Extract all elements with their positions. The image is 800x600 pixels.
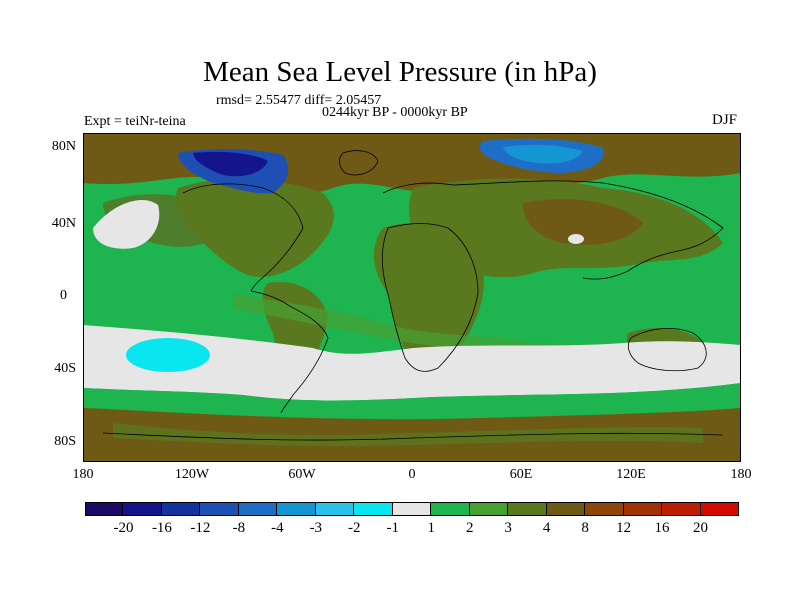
x-label: 0 — [408, 467, 416, 482]
colorbar-swatch — [585, 502, 624, 516]
colorbar-label: -4 — [271, 520, 284, 536]
x-axis-labels: 180 120W 60W 0 60E 120E 180 — [73, 467, 752, 487]
y-label: 40N — [51, 216, 76, 231]
colorbar-swatch — [469, 502, 509, 516]
colorbar-swatch — [315, 502, 355, 516]
colorbar-label: -8 — [232, 520, 246, 536]
colorbar-swatch — [161, 502, 201, 516]
coastlines — [102, 150, 724, 441]
antarctic-olive — [113, 423, 703, 446]
colorbar-swatch — [431, 502, 470, 516]
asia-brown — [523, 199, 643, 245]
map-frame — [83, 133, 741, 462]
north-pacific-grey — [93, 199, 160, 249]
colorbar-label: -20 — [113, 520, 134, 536]
period-text: 0244kyr BP - 0000kyr BP — [322, 105, 468, 120]
canada-dark-blue-core — [193, 151, 268, 177]
colorbar-label: 16 — [654, 520, 670, 536]
season-text: DJF — [712, 112, 738, 128]
y-label: 0 — [60, 288, 67, 303]
colorbar-swatch — [508, 502, 547, 516]
colorbar-swatch — [546, 502, 586, 516]
y-label: 80N — [51, 139, 76, 154]
x-label: 180 — [72, 467, 94, 482]
pressure-map — [83, 133, 741, 462]
colorbar-label: 12 — [616, 520, 632, 536]
stats-text: rmsd= 2.55477 diff= 2.05457 — [216, 93, 382, 108]
colorbar-label: -12 — [190, 520, 211, 536]
tibet-grey-spot — [568, 234, 584, 244]
greenland-coast — [339, 150, 379, 176]
colorbar-swatch — [700, 502, 739, 516]
y-label: 40S — [54, 361, 76, 376]
north-america-olive — [176, 178, 334, 277]
x-label: 60E — [509, 467, 533, 482]
south-america-coast — [250, 290, 329, 414]
colorbar-swatch — [392, 502, 432, 516]
x-label: 120W — [174, 467, 210, 482]
map-svg — [83, 133, 741, 462]
southern-green-band — [83, 383, 741, 420]
x-label: 60W — [288, 467, 316, 482]
antarctica-coast — [102, 432, 724, 441]
page-title: Mean Sea Level Pressure (in hPa) — [203, 56, 597, 88]
colorbar-label: -1 — [386, 520, 400, 536]
siberia-light-blue — [503, 144, 583, 164]
north-america-coast — [182, 183, 304, 292]
experiment-text: Expt = teiNr-teina — [84, 114, 186, 129]
colorbar-label: -16 — [151, 520, 172, 536]
colorbar-swatch — [277, 502, 316, 516]
colorbar-swatch — [354, 502, 393, 516]
x-label: 180 — [730, 467, 752, 482]
colorbar-swatch — [623, 502, 663, 516]
colorbar-label: -2 — [348, 520, 361, 536]
colorbar-label: 20 — [693, 520, 709, 536]
australia-coast — [627, 328, 707, 372]
colorbar-swatch — [85, 502, 124, 516]
colorbar-swatch — [238, 502, 278, 516]
colorbar-label: 8 — [581, 520, 589, 536]
africa-coast — [381, 223, 479, 372]
south-pacific-cyan — [126, 338, 210, 372]
y-label: 80S — [54, 434, 76, 449]
colorbar-label: 2 — [465, 520, 474, 536]
colorbar-swatch — [662, 502, 701, 516]
colorbar-swatch — [123, 502, 162, 516]
colorbar-label: 3 — [504, 520, 512, 536]
colorbar-swatch — [200, 502, 239, 516]
southern-grey-band — [83, 325, 741, 401]
colorbar-label: -3 — [309, 520, 323, 536]
y-axis-labels: 80N 40N 0 40S 80S — [0, 133, 76, 462]
colorbar-labels: -20 -16 -12 -8 -4 -3 -2 -1 1 2 3 4 8 12 16 20 — [85, 520, 739, 540]
colorbar — [85, 502, 739, 516]
colorbar-label: 1 — [427, 520, 435, 536]
colorbar-label: 4 — [542, 520, 551, 536]
eurasia-coast — [382, 180, 724, 280]
x-label: 120E — [616, 467, 646, 482]
